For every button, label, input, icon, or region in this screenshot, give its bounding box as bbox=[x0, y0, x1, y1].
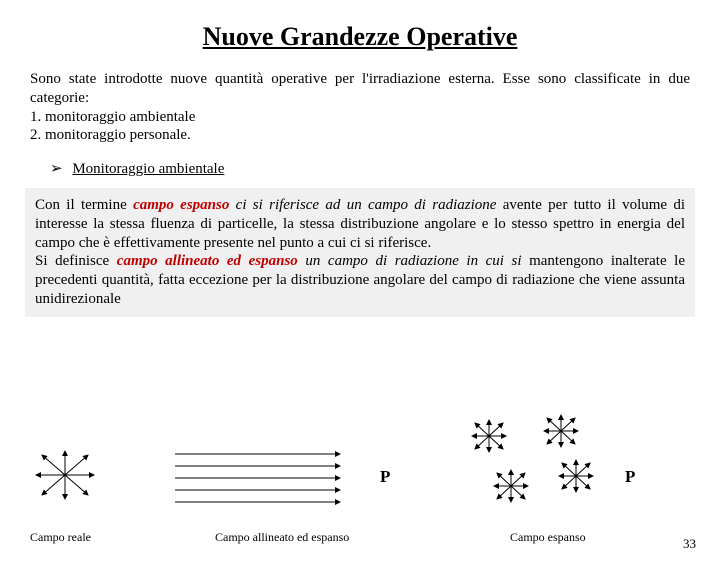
campo-espanso-star-2 bbox=[540, 412, 582, 450]
campo-reale-icon bbox=[30, 447, 100, 503]
list-item-2: 2. monitoraggio personale. bbox=[30, 127, 191, 143]
page-number: 33 bbox=[683, 536, 696, 552]
box-text-1c: un campo di radiazione bbox=[347, 197, 497, 213]
campo-allineato-icon bbox=[170, 442, 370, 512]
page-title: Nuove Grandezze Operative bbox=[0, 22, 720, 52]
p-label-aligned: P bbox=[380, 467, 390, 487]
box-text-1a: Con il termine bbox=[35, 197, 133, 213]
box-text-2a: Si definisce bbox=[35, 253, 117, 269]
campo-espanso-star-3 bbox=[490, 467, 532, 505]
intro-text: Sono state introdotte nuove quantità ope… bbox=[30, 71, 690, 106]
p-label-expanded: P bbox=[625, 467, 635, 487]
subheading-row: ➢ Monitoraggio ambientale bbox=[50, 159, 720, 178]
list-item-1: 1. monitoraggio ambientale bbox=[30, 109, 195, 125]
box-text-1b: ci si riferisce ad bbox=[229, 197, 346, 213]
campo-espanso-star-4 bbox=[555, 457, 597, 495]
subheading-text: Monitoraggio ambientale bbox=[72, 161, 224, 177]
bullet-arrow-icon: ➢ bbox=[50, 161, 63, 177]
caption-campo-espanso: Campo espanso bbox=[510, 530, 586, 545]
box-text-2b: un campo di radiazione in cui si bbox=[298, 253, 522, 269]
term-campo-allineato: campo allineato ed espanso bbox=[117, 253, 298, 269]
caption-campo-reale: Campo reale bbox=[30, 530, 91, 545]
caption-campo-allineato: Campo allineato ed espanso bbox=[215, 530, 349, 545]
term-campo-espanso: campo espanso bbox=[133, 197, 229, 213]
definition-box: Con il termine campo espanso ci si rifer… bbox=[25, 188, 695, 317]
campo-espanso-star-1 bbox=[468, 417, 510, 455]
intro-paragraph: Sono state introdotte nuove quantità ope… bbox=[30, 70, 690, 145]
